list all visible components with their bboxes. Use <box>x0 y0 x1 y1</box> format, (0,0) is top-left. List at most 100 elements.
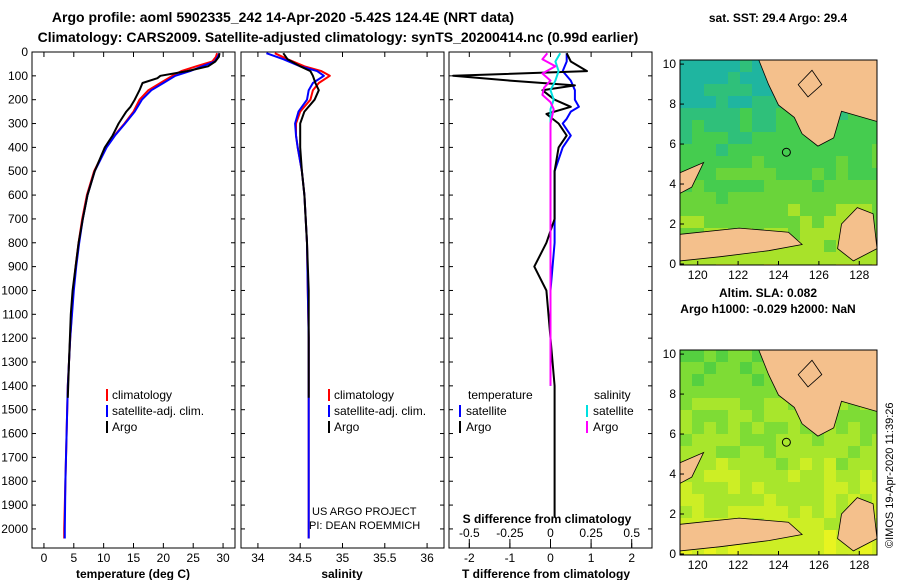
map-cell <box>704 72 716 84</box>
map-cell <box>752 132 764 144</box>
map-cell <box>836 494 848 506</box>
map-cell <box>800 228 812 240</box>
map-cell <box>764 180 776 192</box>
imos-credit: ©IMOS 19-Apr-2020 11:39:26 <box>884 403 896 548</box>
map-cell <box>680 108 692 120</box>
map-cell <box>788 168 800 180</box>
map-cell <box>812 180 824 192</box>
map-cell <box>716 386 728 398</box>
map-cell <box>776 192 788 204</box>
depth-tick-label: 1700 <box>1 450 28 464</box>
map-cell <box>848 120 860 132</box>
map-cell <box>872 180 877 192</box>
map-cell <box>836 434 848 446</box>
map-cell <box>872 434 877 446</box>
map-cell <box>692 108 704 120</box>
map-cell <box>776 422 788 434</box>
x-tick-label: 1 <box>588 551 595 565</box>
map-cell <box>812 530 824 542</box>
map-cell <box>788 506 800 518</box>
map-cell <box>836 542 848 554</box>
series-line <box>66 53 221 398</box>
map-cell <box>800 506 812 518</box>
map-cell <box>752 72 764 84</box>
map-cell <box>752 422 764 434</box>
map-cell <box>860 482 872 494</box>
map-cell <box>692 132 704 144</box>
x-tick-label: 35.5 <box>373 551 397 565</box>
map-cell <box>716 132 728 144</box>
map-cell <box>740 120 752 132</box>
temperature-xlabel: temperature (deg C) <box>76 567 190 580</box>
x-tick-label: -1 <box>505 551 516 565</box>
map-cell <box>776 470 788 482</box>
map-cell <box>788 542 800 554</box>
salinity-series <box>266 52 331 539</box>
map-cell <box>692 362 704 374</box>
map-y-tick-label: 10 <box>663 347 677 361</box>
map-y-tick-label: 10 <box>663 57 677 71</box>
map-cell <box>776 458 788 470</box>
map-cell <box>848 446 860 458</box>
map-cell <box>704 398 716 410</box>
map-cell <box>740 470 752 482</box>
map-cell <box>872 494 877 506</box>
map-cell <box>680 362 692 374</box>
depth-tick-label: 1800 <box>1 474 28 488</box>
map-cell <box>680 350 692 362</box>
map-cell <box>752 410 764 422</box>
map-cell <box>752 362 764 374</box>
map-cell <box>740 386 752 398</box>
x-tick-label: 30 <box>216 551 230 565</box>
map-cell <box>716 434 728 446</box>
x-top-tick-label: 0 <box>547 526 554 540</box>
difference-xlabel: T difference from climatology <box>462 567 630 580</box>
salinity-legend: climatology satellite-adj. clim. Argo <box>328 388 426 434</box>
map-cell <box>704 470 716 482</box>
map-cell <box>812 192 824 204</box>
map-cell <box>716 204 728 216</box>
map-cell <box>764 410 776 422</box>
map-cell <box>728 108 740 120</box>
map-cell <box>728 192 740 204</box>
difference-legend: temperature salinity satellite Argo sate… <box>459 388 634 434</box>
salinity-plot-frame <box>240 51 445 549</box>
map-cell <box>812 506 824 518</box>
map-cell <box>776 252 788 264</box>
map-cell <box>764 506 776 518</box>
map-cell <box>716 374 728 386</box>
map-cell <box>788 482 800 494</box>
map-cell <box>872 446 877 458</box>
map-cell <box>848 144 860 156</box>
map-cell <box>728 204 740 216</box>
map-cell <box>788 132 800 144</box>
map-cell <box>776 446 788 458</box>
map-cell <box>728 506 740 518</box>
map-cell <box>824 252 836 264</box>
map-cell <box>836 252 848 264</box>
difference-series <box>452 52 588 517</box>
map-cell <box>704 494 716 506</box>
map-cell <box>824 542 836 554</box>
map-cell <box>728 458 740 470</box>
map-cell <box>752 446 764 458</box>
map-cell <box>836 132 848 144</box>
map-cell <box>776 168 788 180</box>
map-cell <box>800 240 812 252</box>
series-line <box>63 52 221 539</box>
map-cell <box>692 386 704 398</box>
map-cell <box>824 470 836 482</box>
x-tick-label: 0 <box>41 551 48 565</box>
map-cell <box>776 216 788 228</box>
map-cell <box>800 216 812 228</box>
map-cell <box>680 446 692 458</box>
map-cell <box>716 446 728 458</box>
map-cell <box>716 60 728 72</box>
project-credit-line1: US ARGO PROJECT <box>312 506 417 518</box>
difference-xlabel-salinity: S difference from climatology <box>463 512 632 526</box>
difference-x-ticks: -2 -1 0 1 2 -0.5 -0.25 0 0.25 0.5 <box>459 52 640 565</box>
map-cell <box>728 144 740 156</box>
map-cell <box>704 482 716 494</box>
x-tick-label: 0 <box>547 551 554 565</box>
map-cell <box>740 84 752 96</box>
